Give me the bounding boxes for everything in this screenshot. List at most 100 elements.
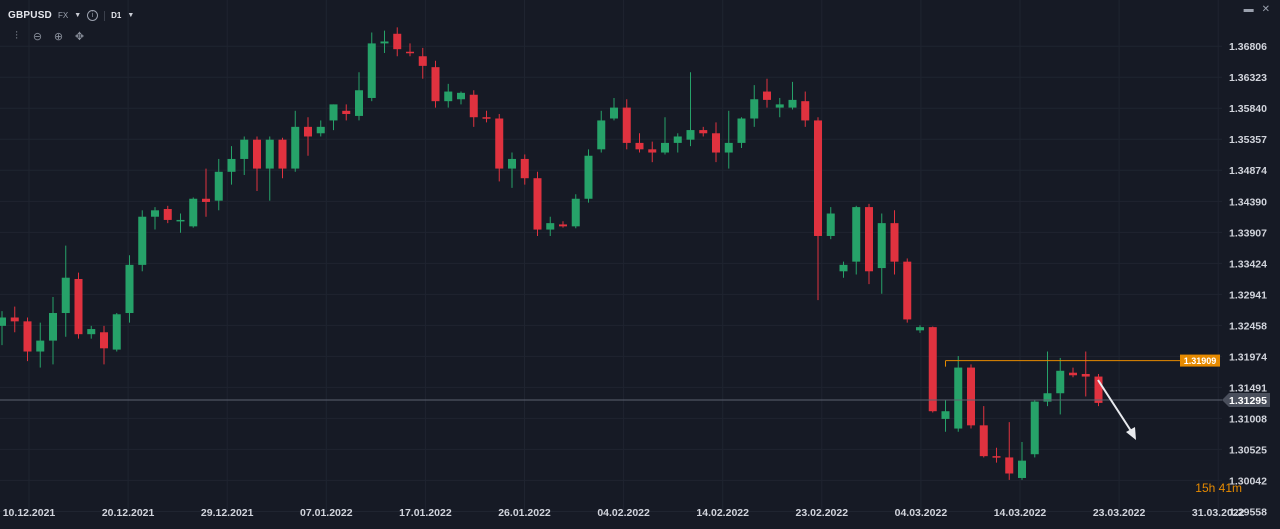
zoom-in-icon[interactable]: ⊕: [53, 31, 64, 43]
candle-body: [826, 213, 835, 236]
x-tick-label: 31.03.2022: [1192, 507, 1245, 519]
candle-body: [1056, 370, 1065, 394]
candle-body: [903, 261, 912, 320]
candle-body: [699, 130, 708, 134]
candle-body: [265, 139, 274, 169]
symbol-dropdown-icon[interactable]: ▼: [74, 12, 82, 19]
down-arrow-annotation: [1097, 379, 1136, 440]
y-tick-label: 1.36806: [1229, 41, 1267, 53]
x-tick-label: 23.03.2022: [1093, 507, 1146, 519]
candle-body: [278, 139, 287, 169]
x-tick-label: 14.02.2022: [696, 507, 749, 519]
y-tick-label: 1.30042: [1229, 475, 1267, 487]
candle-body: [457, 92, 465, 100]
candle-body: [622, 107, 631, 143]
candle-body: [112, 314, 121, 350]
candle-body: [444, 91, 453, 102]
maximize-icon[interactable]: ▬: [1243, 4, 1254, 15]
candle-body: [648, 149, 657, 153]
candle-body: [380, 41, 389, 44]
candle-body: [253, 139, 261, 169]
candle-body: [686, 130, 695, 140]
candle-body: [151, 210, 159, 217]
chart-tools: ⫶ ⊖ ⊕ ✥: [10, 30, 86, 43]
candle-body: [163, 209, 172, 220]
candle-countdown: 15h 41m: [1195, 481, 1242, 495]
candle-body: [661, 142, 669, 153]
candle-body: [214, 171, 223, 201]
chart-header: GBPUSD FX ▼ i D1 ▼: [8, 10, 134, 21]
candle-body: [1094, 376, 1103, 403]
crosshair-icon[interactable]: ✥: [74, 31, 85, 43]
y-tick-label: 1.31974: [1229, 351, 1267, 363]
candle-body: [393, 33, 402, 50]
divider: [104, 10, 106, 21]
candle-body: [61, 277, 70, 314]
indicator-icon[interactable]: ⫶: [15, 30, 18, 42]
close-icon[interactable]: ✕: [1261, 4, 1270, 15]
x-tick-label: 29.12.2021: [201, 507, 254, 519]
y-axis: 1.36806 1.36323 1.35840 1.35357 1.34874 1.343…: [1229, 41, 1267, 518]
candle-body: [814, 120, 822, 236]
x-tick-label: 10.12.2021: [3, 507, 56, 519]
symbol-label[interactable]: GBPUSD: [8, 10, 52, 21]
candle-body: [533, 178, 542, 230]
y-tick-label: 1.36323: [1229, 72, 1267, 84]
candle-body: [750, 99, 759, 119]
y-tick-label: 1.32458: [1229, 320, 1267, 332]
candle-body: [304, 126, 312, 137]
y-tick-label: 1.35357: [1229, 134, 1267, 146]
candle-body: [508, 158, 516, 169]
candle-body: [469, 94, 478, 118]
current-price-tag: [1222, 392, 1270, 407]
candle-body: [839, 264, 848, 272]
candle-body: [189, 198, 198, 227]
candle-body: [928, 327, 937, 412]
candle-body: [74, 278, 83, 335]
candle-body: [1069, 372, 1077, 376]
candle-body: [36, 340, 45, 352]
candle-body: [431, 67, 440, 102]
candle-body: [1043, 393, 1052, 402]
candle-body: [227, 158, 236, 172]
candle-body: [10, 317, 19, 322]
y-tick-label: 1.31491: [1229, 382, 1267, 394]
current-price-label: 1.31295: [1229, 395, 1267, 407]
candle-body: [240, 139, 249, 159]
candle-body: [916, 327, 924, 331]
zoom-out-icon[interactable]: ⊖: [32, 31, 43, 43]
info-icon[interactable]: i: [87, 10, 99, 21]
candle-body: [1081, 373, 1090, 377]
y-tick-label: 1.31008: [1229, 413, 1267, 425]
candle-body: [138, 216, 147, 265]
candle-body: [23, 321, 32, 352]
timeframe-dropdown-icon[interactable]: ▼: [127, 12, 135, 19]
y-tick-label: 1.34390: [1229, 196, 1267, 208]
candle-body: [979, 425, 988, 457]
candle-body: [418, 56, 427, 66]
candle-body: [406, 51, 414, 54]
candle-body: [890, 223, 899, 262]
candle-body: [1030, 401, 1039, 455]
candle-body: [954, 367, 963, 429]
level-price-label: 1.31909: [1184, 356, 1217, 366]
chart-lines: 1.31909 1.31295: [0, 354, 1270, 407]
x-tick-label: 04.02.2022: [597, 507, 650, 519]
candle-body: [342, 110, 351, 115]
candle-body: [1018, 460, 1026, 478]
candle-body: [775, 104, 784, 108]
candle-body: [495, 118, 504, 169]
candle-body: [852, 207, 861, 262]
y-tick-label: 1.29558: [1229, 506, 1267, 518]
candle-body: [49, 313, 57, 341]
candle-body: [584, 155, 593, 199]
market-label: FX: [57, 11, 69, 20]
candle-body: [559, 224, 567, 227]
candle-body: [992, 456, 1001, 458]
timeframe-label[interactable]: D1: [111, 11, 122, 20]
x-axis: 10.12.2021 20.12.2021 29.12.2021 07.01.2022…: [3, 507, 1245, 519]
candle-body: [967, 367, 975, 426]
y-tick-label: 1.33424: [1229, 258, 1267, 270]
candle-body: [865, 207, 873, 272]
